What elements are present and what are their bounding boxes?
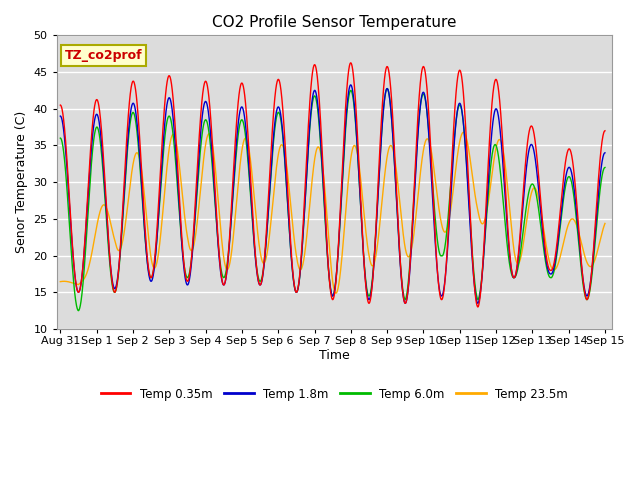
Y-axis label: Senor Temperature (C): Senor Temperature (C) — [15, 111, 28, 253]
Title: CO2 Profile Sensor Temperature: CO2 Profile Sensor Temperature — [212, 15, 457, 30]
Legend: Temp 0.35m, Temp 1.8m, Temp 6.0m, Temp 23.5m: Temp 0.35m, Temp 1.8m, Temp 6.0m, Temp 2… — [96, 383, 573, 405]
Text: TZ_co2prof: TZ_co2prof — [65, 49, 143, 62]
X-axis label: Time: Time — [319, 349, 350, 362]
